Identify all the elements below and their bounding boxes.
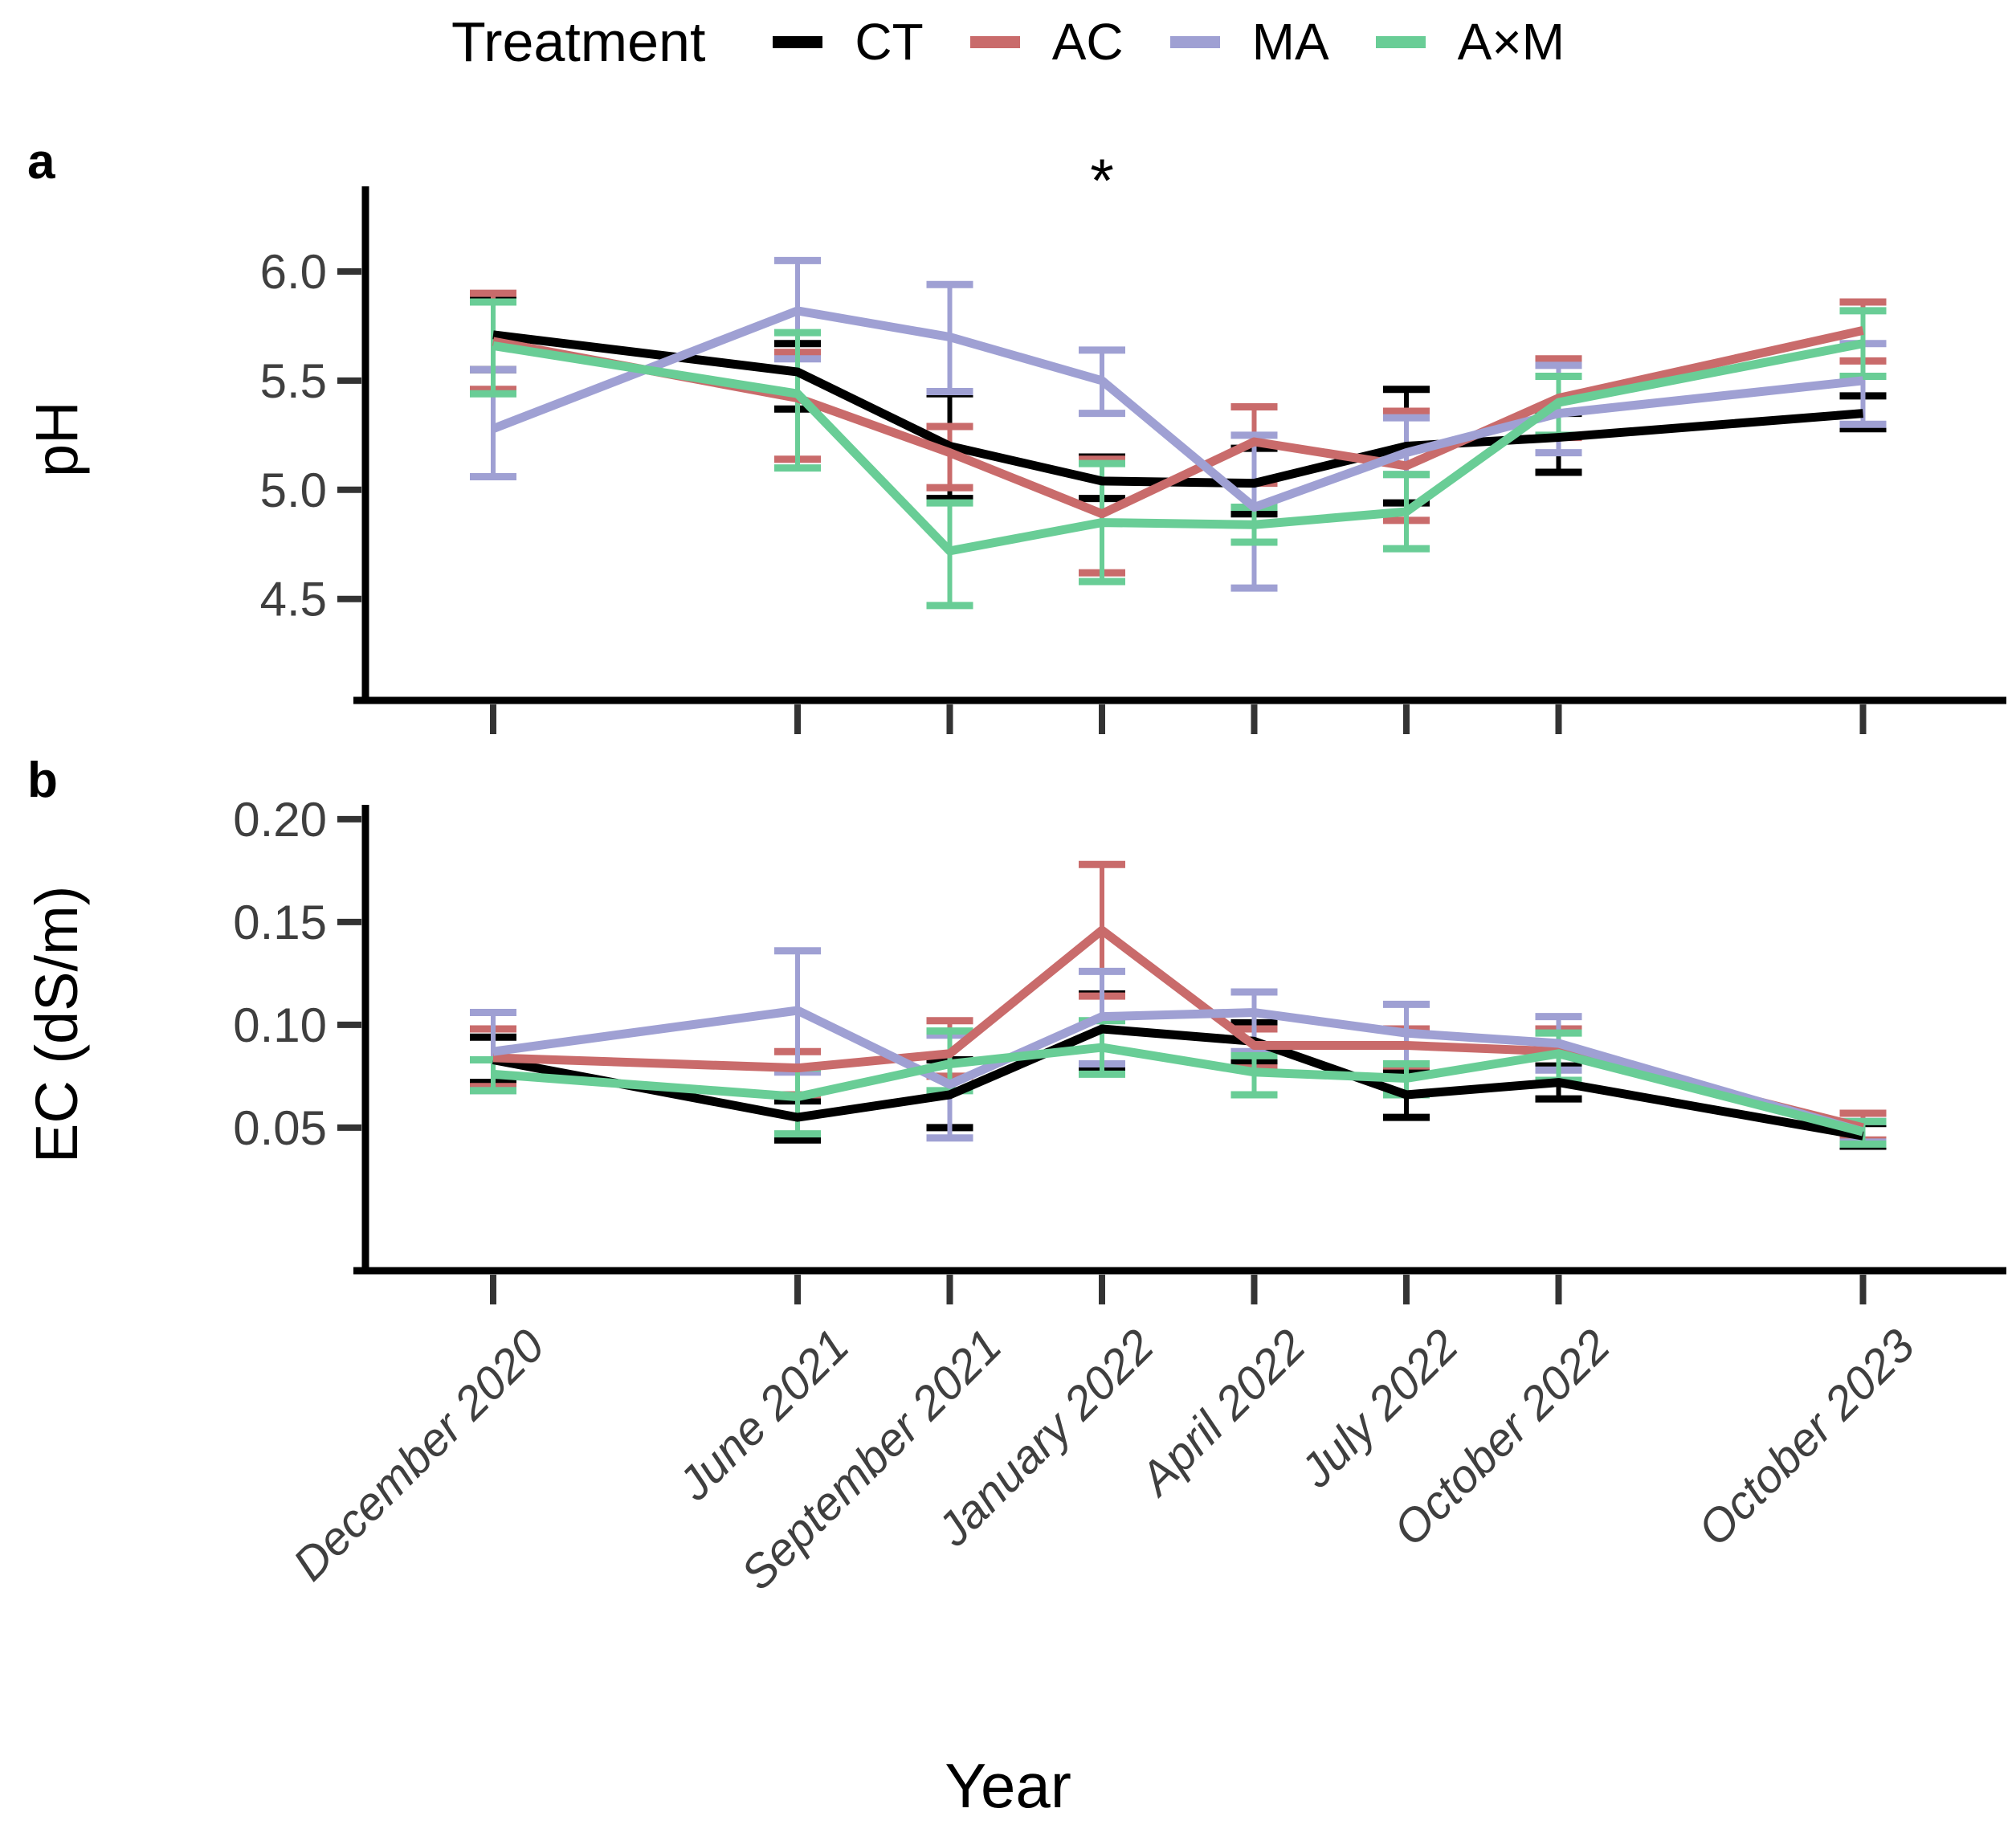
legend-item-ct: CT [773, 12, 924, 71]
legend: Treatment CT AC MA A×M [0, 0, 2016, 84]
series-line-CT [492, 330, 1863, 488]
series-line-MA [492, 1006, 1865, 1137]
y-tick-label: 0.20 [233, 793, 327, 847]
panel-label-a: a [27, 134, 55, 190]
y-tick-label: 4.5 [260, 573, 327, 627]
axm-line-swatch [1375, 35, 1426, 48]
ct-line-swatch [773, 35, 823, 48]
panel-label-b: b [27, 753, 58, 808]
legend-item-ac: AC [969, 12, 1124, 71]
y-axis-title-ec: EC (dS/m) [23, 885, 90, 1163]
series-line-A×M [492, 339, 1864, 556]
y-tick-label: 6.0 [260, 245, 327, 299]
legend-label-ma: MA [1251, 13, 1329, 71]
y-tick-label: 0.15 [233, 896, 327, 949]
series-line-A×M [492, 1043, 1864, 1137]
x-axis-title: Year [945, 1750, 1071, 1821]
series-line-AC [492, 925, 1864, 1133]
series-line-CT [492, 1024, 1864, 1141]
y-axis-title-ph: pH [23, 401, 90, 477]
y-tick-label: 5.0 [260, 463, 327, 517]
legend-title: Treatment [451, 10, 706, 73]
y-tick-label: 0.10 [233, 998, 327, 1052]
series-line-AC [492, 326, 1864, 519]
ac-line-swatch [969, 35, 1020, 48]
legend-label-axm: A×M [1457, 13, 1565, 71]
y-tick-label: 5.5 [260, 354, 327, 408]
legend-label-ac: AC [1051, 13, 1124, 71]
legend-item-ma: MA [1169, 12, 1329, 71]
y-tick-label: 0.05 [233, 1101, 327, 1155]
legend-item-axm: A×M [1375, 12, 1565, 71]
legend-label-ct: CT [855, 13, 924, 71]
ma-line-swatch [1169, 35, 1220, 48]
significance-star: * [1090, 147, 1114, 215]
